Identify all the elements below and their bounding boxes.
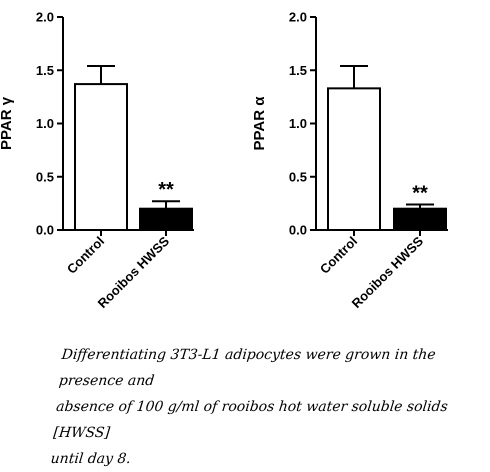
y-tick-label: 2.0 <box>289 10 307 25</box>
y-tick-label: 1.0 <box>289 116 307 131</box>
y-tick-label: 1.5 <box>289 63 307 78</box>
y-tick-label: 0.5 <box>289 169 307 184</box>
y-tick-label: 0.0 <box>289 223 307 238</box>
x-category-label: Control <box>317 234 360 277</box>
caption-line: Differentiating 3T3-L1 adipocytes were g… <box>58 347 437 389</box>
x-category-label: Control <box>64 234 107 277</box>
y-axis-label: PPAR α <box>251 96 268 151</box>
significance-label: ** <box>158 179 174 201</box>
bar-rooibos-hwss <box>139 207 193 231</box>
x-category-label: Rooibos HWSS <box>349 233 427 311</box>
bar-control <box>327 87 381 232</box>
chart-ppar-alpha: PPAR α 0.0 0.5 1.0 1.5 2.0 Control ** Rooibos HW… <box>251 10 448 311</box>
y-tick-label: 0.5 <box>36 169 54 184</box>
caption-line: absence of 100 g/ml of rooibos hot water… <box>52 399 449 441</box>
y-tick-label: 2.0 <box>36 10 54 25</box>
y-axis-label: PPAR γ <box>0 96 15 150</box>
y-tick-label: 0.0 <box>36 223 54 238</box>
significance-label: ** <box>412 182 428 204</box>
figure: PPAR γ 0.0 0.5 1.0 1.5 2.0 Control ** Rooibos HW… <box>0 10 448 311</box>
figure-caption: Differentiating 3T3-L1 adipocytes were g… <box>49 342 483 472</box>
y-tick-label: 1.0 <box>36 116 54 131</box>
bar-control <box>74 83 128 231</box>
caption-line: until day 8. <box>49 451 132 467</box>
bar-rooibos-hwss <box>393 207 447 231</box>
y-tick-label: 1.5 <box>36 63 54 78</box>
